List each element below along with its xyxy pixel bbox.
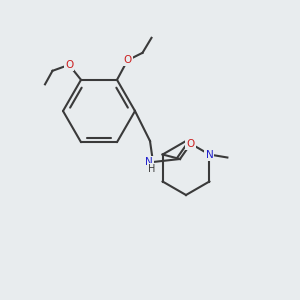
- Text: O: O: [186, 139, 195, 149]
- Text: N: N: [206, 149, 213, 160]
- Text: O: O: [65, 60, 73, 70]
- Text: O: O: [123, 55, 132, 65]
- Text: H: H: [148, 164, 155, 174]
- Text: N: N: [145, 157, 153, 167]
